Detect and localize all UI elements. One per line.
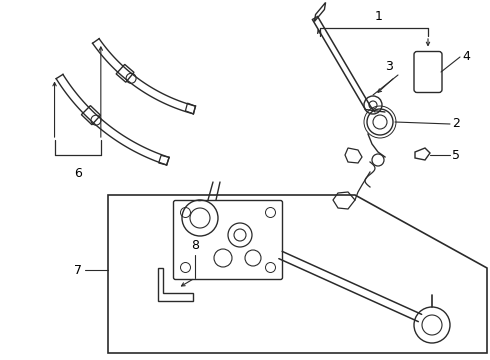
Text: 3: 3 xyxy=(385,60,393,73)
Text: 7: 7 xyxy=(74,264,82,276)
Text: 6: 6 xyxy=(74,167,82,180)
Text: 8: 8 xyxy=(191,239,199,252)
Text: 5: 5 xyxy=(452,149,460,162)
Text: 2: 2 xyxy=(452,117,460,130)
Text: 4: 4 xyxy=(462,50,470,63)
Text: 1: 1 xyxy=(375,10,383,23)
